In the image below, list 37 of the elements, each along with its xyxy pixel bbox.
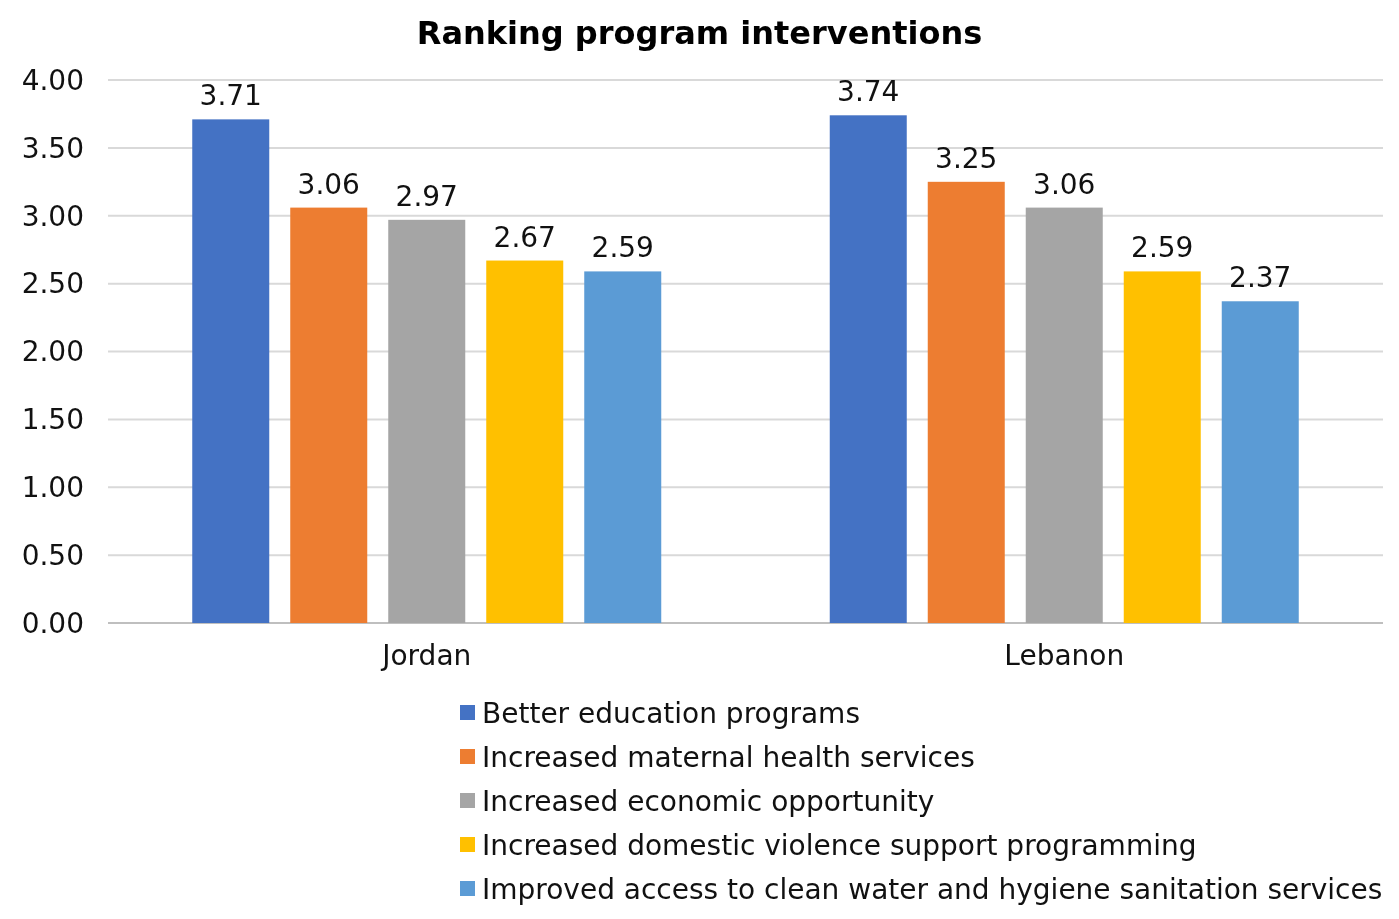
data-label: 3.74 xyxy=(837,75,900,109)
data-label: 3.71 xyxy=(199,79,262,113)
y-tick-label: 1.00 xyxy=(21,471,84,505)
data-label: 3.06 xyxy=(297,167,360,201)
bar xyxy=(1025,207,1103,623)
data-label: 2.59 xyxy=(1131,231,1194,265)
bar xyxy=(927,181,1005,623)
data-label: 2.67 xyxy=(493,220,556,254)
legend-label: Increased domestic violence support programming xyxy=(482,828,1197,862)
legend-label: Increased maternal health services xyxy=(482,740,975,774)
data-label: 2.37 xyxy=(1229,261,1292,295)
bar xyxy=(1123,271,1201,623)
chart-title: Ranking program interventions xyxy=(416,14,983,52)
bar xyxy=(388,219,466,623)
legend-label: Better education programs xyxy=(482,696,860,730)
data-label: 3.06 xyxy=(1033,167,1096,201)
y-tick-label: 1.50 xyxy=(21,403,84,437)
y-tick-label: 0.00 xyxy=(21,606,84,640)
data-label: 2.59 xyxy=(591,231,654,265)
data-label: 2.97 xyxy=(395,179,458,213)
data-label: 3.25 xyxy=(935,141,998,175)
bar xyxy=(290,207,368,623)
legend-label: Increased economic opportunity xyxy=(482,784,935,818)
y-tick-label: 0.50 xyxy=(21,538,84,572)
legend-label: Improved access to clean water and hygiene sanitation services xyxy=(482,872,1383,906)
bar xyxy=(1221,301,1299,623)
bar xyxy=(584,271,662,623)
x-tick-label: Lebanon xyxy=(1004,639,1125,672)
y-tick-label: 2.00 xyxy=(21,335,84,369)
bar xyxy=(192,119,270,623)
y-tick-label: 3.00 xyxy=(21,199,84,233)
bar xyxy=(486,260,564,623)
y-tick-label: 3.50 xyxy=(21,131,84,165)
y-tick-label: 2.50 xyxy=(21,267,84,301)
x-tick-label: Jordan xyxy=(380,639,472,672)
bar xyxy=(829,115,907,623)
y-tick-label: 4.00 xyxy=(21,63,84,97)
